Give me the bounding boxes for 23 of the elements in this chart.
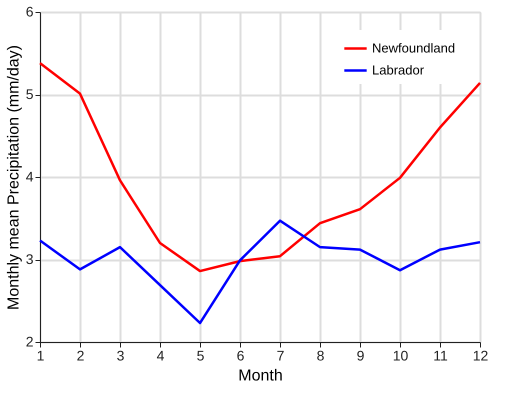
x-tick-label: 10 <box>392 348 408 364</box>
y-tick-label: 6 <box>26 4 34 20</box>
line-series <box>38 219 482 324</box>
y-tick-label: 3 <box>26 251 34 267</box>
legend-label: Newfoundland <box>372 40 456 56</box>
x-tick-label: 3 <box>116 348 125 364</box>
x-tick-label: 12 <box>472 348 488 364</box>
x-axis-title: Month <box>238 368 283 384</box>
x-tick-label: 7 <box>276 348 285 364</box>
x-tick-label: 9 <box>356 348 365 364</box>
y-axis-title: Monthly mean Precipitation (mm/day) <box>6 45 23 310</box>
x-tick-label: 4 <box>156 348 165 364</box>
y-tick-label: 2 <box>26 334 34 350</box>
x-tick-label: 11 <box>433 348 448 364</box>
line-series <box>38 62 482 272</box>
x-tick-label: 2 <box>76 348 85 364</box>
x-tick-label: 5 <box>196 348 205 364</box>
x-tick-label: 1 <box>36 348 45 364</box>
x-tick-label: 8 <box>316 348 325 364</box>
x-tick-label: 6 <box>236 348 245 364</box>
legend-label: Labrador <box>372 62 425 78</box>
y-tick-label: 5 <box>26 86 34 102</box>
y-tick-label: 4 <box>26 168 34 184</box>
